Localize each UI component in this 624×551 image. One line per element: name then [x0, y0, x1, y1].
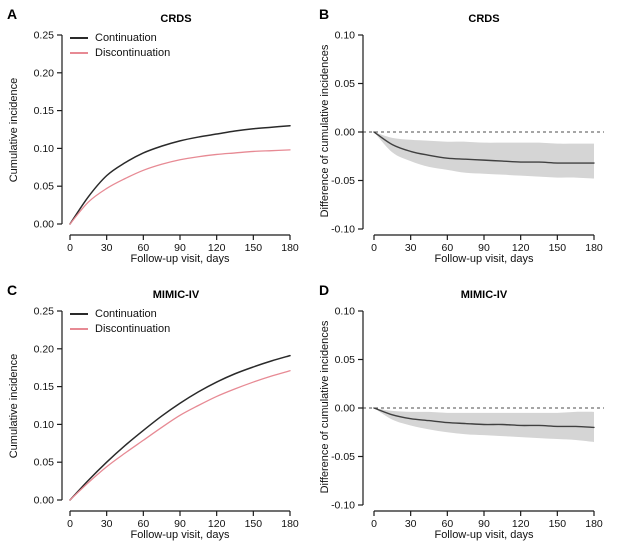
panel-d: D MIMIC-IV Difference of cumulative inci…	[312, 276, 624, 551]
svg-text:0.05: 0.05	[34, 457, 55, 469]
svg-text:-0.10: -0.10	[331, 500, 355, 512]
svg-text:120: 120	[208, 518, 226, 530]
svg-text:60: 60	[441, 518, 453, 530]
svg-text:0.25: 0.25	[34, 30, 55, 42]
legend-label-discontinuation: Discontinuation	[95, 46, 171, 59]
panel-a: A CRDS Cumulative incidence Follow-up vi…	[0, 0, 312, 276]
x-axis-label: Follow-up visit, days	[130, 529, 230, 541]
svg-text:30: 30	[405, 242, 417, 254]
cumulative-incidence-plot-crds: 0.00 0.05 0.10 0.15 0.20 0.25 0 30 60 90 120 150 180	[34, 30, 299, 255]
svg-text:0: 0	[67, 242, 73, 254]
svg-text:90: 90	[478, 242, 490, 254]
svg-text:90: 90	[174, 518, 186, 530]
panel-letter: C	[7, 282, 18, 298]
svg-text:120: 120	[512, 242, 530, 254]
svg-text:0.20: 0.20	[34, 343, 55, 355]
legend-label-discontinuation: Discontinuation	[95, 322, 171, 335]
legend: Continuation Discontinuation	[70, 306, 170, 336]
legend-item-discontinuation: Discontinuation	[70, 321, 170, 336]
svg-text:0.10: 0.10	[34, 143, 55, 155]
svg-text:0.15: 0.15	[34, 381, 55, 393]
chart-title: MIMIC-IV	[460, 289, 508, 301]
svg-text:90: 90	[174, 242, 186, 254]
svg-text:0: 0	[371, 242, 377, 254]
legend: Continuation Discontinuation	[70, 30, 170, 60]
svg-text:0.15: 0.15	[34, 105, 55, 117]
svg-text:0.05: 0.05	[335, 78, 356, 90]
x-axis-label: Follow-up visit, days	[434, 253, 534, 265]
svg-text:180: 180	[281, 518, 299, 530]
svg-text:30: 30	[101, 518, 113, 530]
legend-label-continuation: Continuation	[95, 307, 157, 320]
panel-letter: A	[7, 6, 18, 22]
svg-text:0: 0	[67, 518, 73, 530]
svg-text:120: 120	[512, 518, 530, 530]
svg-text:-0.05: -0.05	[331, 451, 355, 463]
svg-text:0: 0	[371, 518, 377, 530]
panel-b: B CRDS Difference of cumulative incidenc…	[312, 0, 624, 276]
svg-text:-0.05: -0.05	[331, 175, 355, 187]
legend-item-continuation: Continuation	[70, 30, 170, 45]
x-axis-label: Follow-up visit, days	[130, 253, 230, 265]
svg-text:150: 150	[549, 242, 567, 254]
chart-title: CRDS	[468, 13, 500, 25]
svg-text:0.00: 0.00	[34, 495, 55, 507]
svg-text:0.10: 0.10	[335, 30, 356, 42]
panel-c: C MIMIC-IV Cumulative incidence Follow-u…	[0, 276, 312, 551]
svg-text:0.00: 0.00	[34, 219, 55, 231]
svg-text:30: 30	[405, 518, 417, 530]
discontinuation-line-swatch	[70, 327, 88, 330]
legend-item-discontinuation: Discontinuation	[70, 45, 170, 60]
cumulative-incidence-plot-mimic: 0.00 0.05 0.10 0.15 0.20 0.25 0 30 60 90 120 150 180	[34, 306, 299, 531]
svg-text:120: 120	[208, 242, 226, 254]
svg-text:0.10: 0.10	[335, 306, 356, 318]
x-axis-label: Follow-up visit, days	[434, 529, 534, 541]
chart-title: MIMIC-IV	[152, 289, 200, 301]
svg-text:150: 150	[549, 518, 567, 530]
svg-text:180: 180	[585, 518, 603, 530]
svg-text:60: 60	[441, 242, 453, 254]
svg-text:0.05: 0.05	[335, 354, 356, 366]
svg-text:0.00: 0.00	[335, 403, 356, 415]
svg-text:30: 30	[101, 242, 113, 254]
svg-text:0.20: 0.20	[34, 67, 55, 79]
continuation-line-swatch	[70, 312, 88, 315]
svg-text:180: 180	[281, 242, 299, 254]
svg-text:90: 90	[478, 518, 490, 530]
incidence-difference-plot-crds: -0.10 -0.05 0.00 0.05 0.10 0 30 60 90 120 150 180	[331, 30, 604, 254]
svg-text:150: 150	[245, 242, 263, 254]
svg-text:0.00: 0.00	[335, 127, 356, 139]
svg-text:60: 60	[137, 518, 149, 530]
svg-text:180: 180	[585, 242, 603, 254]
continuation-line-swatch	[70, 36, 88, 39]
svg-text:150: 150	[245, 518, 263, 530]
svg-text:-0.10: -0.10	[331, 224, 355, 236]
svg-text:0.05: 0.05	[34, 181, 55, 193]
svg-text:0.10: 0.10	[34, 419, 55, 431]
legend-label-continuation: Continuation	[95, 31, 157, 44]
svg-text:0.25: 0.25	[34, 306, 55, 318]
svg-text:60: 60	[137, 242, 149, 254]
legend-item-continuation: Continuation	[70, 306, 170, 321]
chart-title: CRDS	[160, 13, 192, 25]
panel-letter: B	[319, 6, 330, 22]
panel-letter: D	[319, 282, 330, 298]
incidence-difference-plot-mimic: -0.10 -0.05 0.00 0.05 0.10 0 30 60 90 120 150 180	[331, 306, 604, 530]
discontinuation-line-swatch	[70, 51, 88, 54]
